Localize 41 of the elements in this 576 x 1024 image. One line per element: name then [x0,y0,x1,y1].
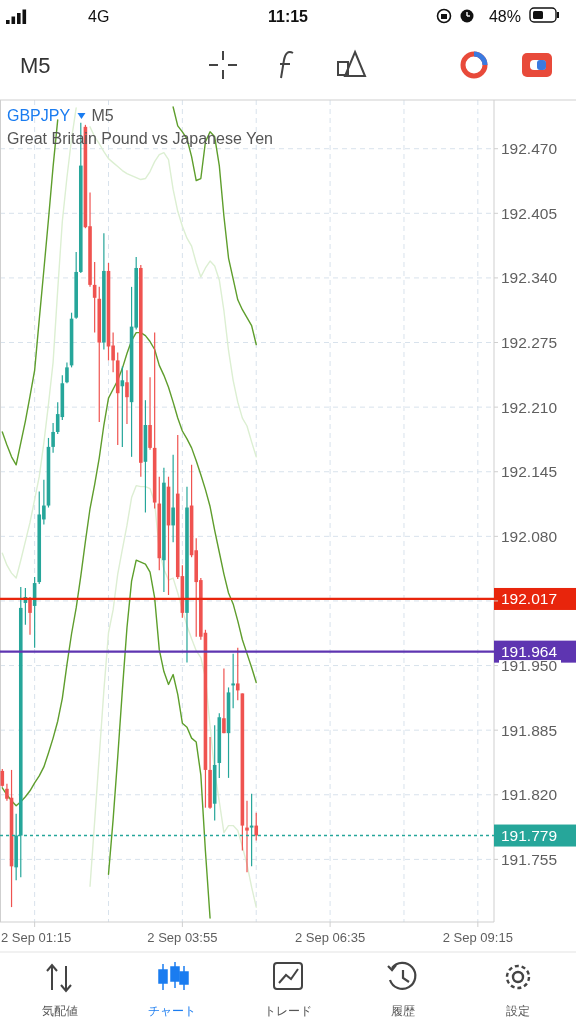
x-tick-label: 2 Sep 01:15 [1,930,72,945]
x-tick-label: 2 Sep 03:55 [147,930,218,945]
y-tick-label: 191.885 [501,721,558,739]
candlestick [245,800,249,873]
candlestick [235,647,240,701]
y-tick-label: 192.145 [501,463,558,481]
x-tick-label: 2 Sep 06:35 [295,930,366,945]
text: 履歴 [391,1004,415,1018]
candlestick [222,667,226,734]
x-tick-label: 2 Sep 09:15 [442,930,513,945]
candlestick [171,454,175,543]
line-series [89,484,257,908]
candlestick [148,376,152,451]
chart-title: GBPJPY [7,107,71,124]
ref-line-label: 191.779 [501,827,558,845]
text: 気配値 [42,1004,78,1018]
text: M5 [20,53,51,78]
text: 4G [88,8,110,25]
text: 11:15 [267,8,309,25]
y-tick-label: 191.820 [501,786,558,804]
y-tick-label: 192.340 [501,269,558,287]
y-tick-label: 192.210 [501,398,558,416]
text: 設定 [506,1004,530,1018]
line-series [1,331,257,807]
y-tick-label: 192.275 [501,334,558,352]
text: 48% [488,8,521,25]
candlestick [28,596,32,636]
annotation: M5 [91,107,114,124]
y-tick-label: 192.470 [501,140,558,158]
candlestick [254,812,259,842]
candlestick [51,422,55,454]
candlestick [65,361,69,384]
ref-line-label: 192.017 [501,590,558,608]
y-tick-label: 192.080 [501,527,558,545]
text: チャート [148,1004,196,1018]
candlestick [125,369,129,425]
y-tick-label: 192.405 [501,204,558,222]
text: トレード [264,1004,312,1018]
y-tick-label: 191.755 [501,850,558,868]
line-series [107,559,211,919]
candlestick [231,653,235,709]
